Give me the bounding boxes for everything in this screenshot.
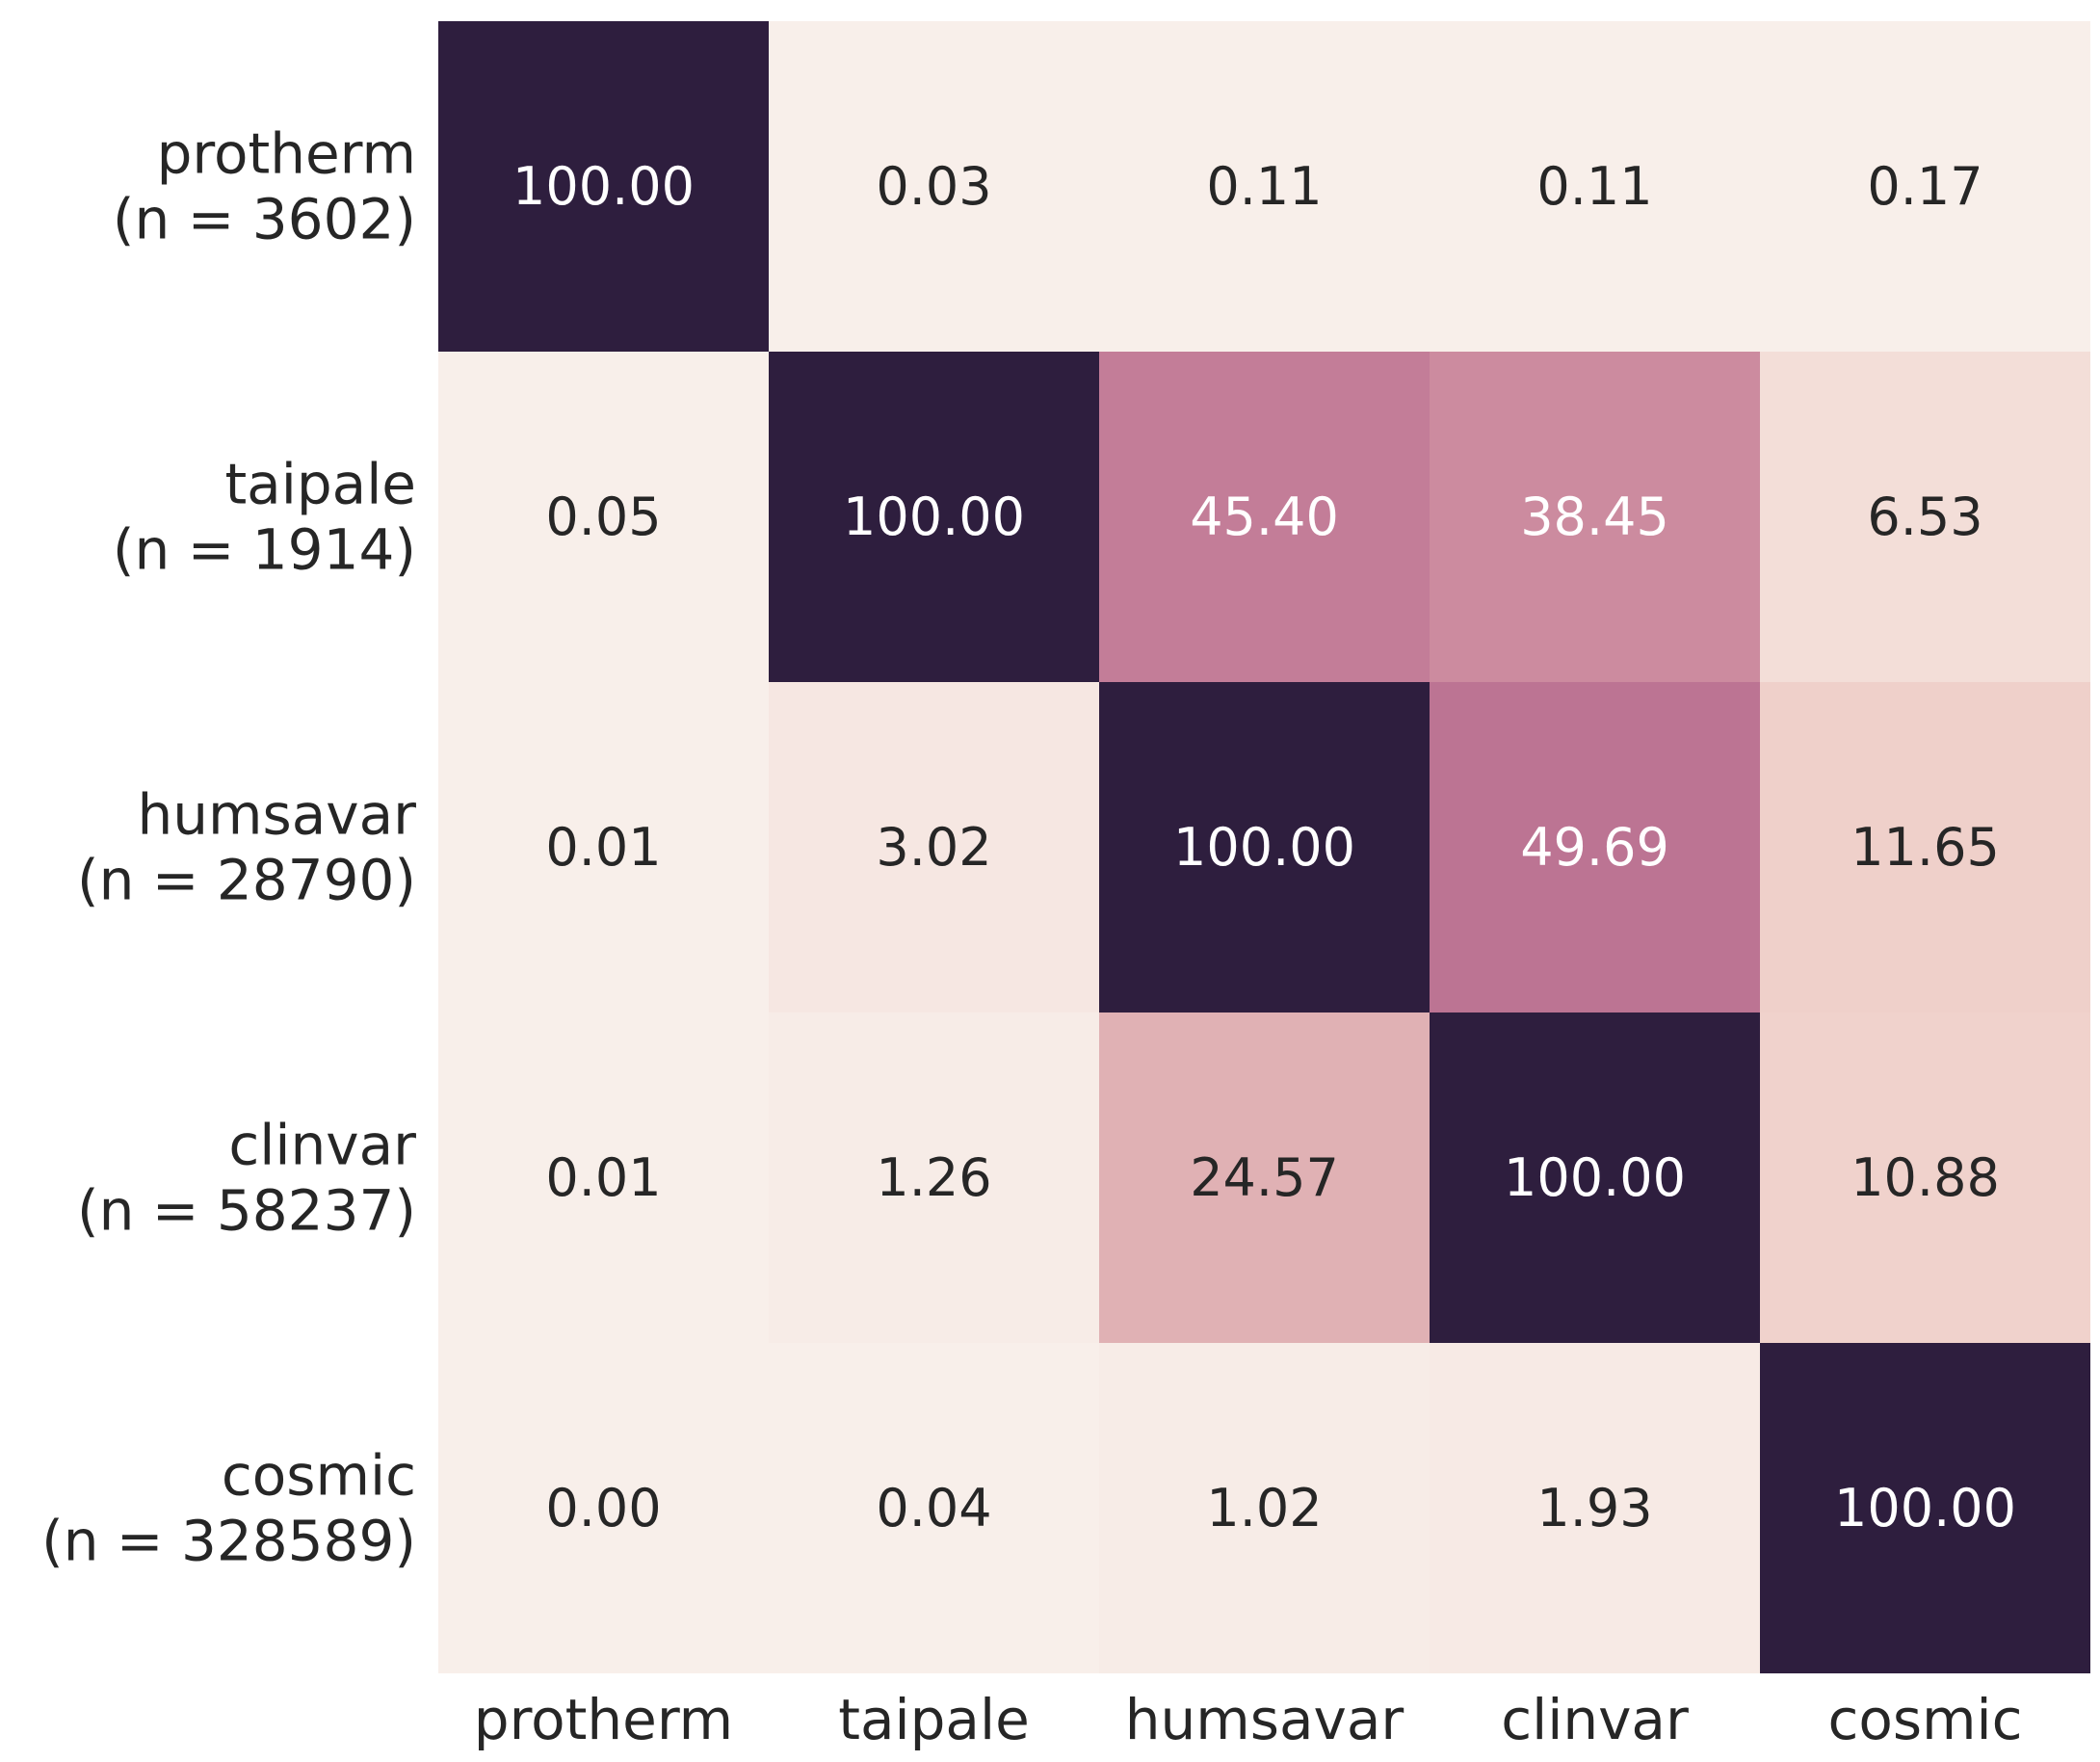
y-tick-label-line: (n = 328589) [41,1509,416,1574]
heatmap-cell-label: 100.00 [1173,817,1355,878]
heatmap-cell-label: 0.11 [1206,156,1322,217]
heatmap-cell-label: 0.04 [876,1478,991,1538]
heatmap-cell-label: 0.05 [545,487,661,547]
heatmap-cell-protherm-protherm [438,21,769,352]
y-tick-label-line: protherm [157,121,416,187]
heatmap-cell-cosmic-taipale [769,1343,1099,1673]
x-tick-label-taipale: taipale [838,1687,1030,1752]
y-tick-label-cosmic: cosmic (n = 328589) [41,1443,416,1574]
heatmap-cell-label: 1.26 [876,1147,991,1208]
x-tick-label-cosmic: cosmic [1827,1687,2022,1752]
y-tick-label-protherm: protherm (n = 3602) [113,121,416,252]
heatmap-cell-clinvar-clinvar [1430,1012,1760,1343]
heatmap-cell-humsavar-cosmic [1760,682,2090,1012]
heatmap-cell-label: 0.11 [1536,156,1652,217]
heatmap-cell-labels: 100.00 0.03 0.11 0.11 0.17 0.05 100.00 45.40 38.… [512,156,2016,1538]
heatmap-cell-label: 1.02 [1206,1478,1322,1538]
heatmap-cell-label: 0.01 [545,1147,661,1208]
heatmap-cell-humsavar-clinvar [1430,682,1760,1012]
heatmap-cell-protherm-humsavar [1099,21,1430,352]
y-tick-label-line: (n = 58237) [77,1178,416,1244]
heatmap-cell-label: 100.00 [1834,1478,2016,1538]
heatmap-cell-label: 0.17 [1867,156,1982,217]
x-tick-label-humsavar: humsavar [1125,1687,1404,1752]
y-tick-label-line: (n = 28790) [77,848,416,913]
x-tick-label-clinvar: clinvar [1501,1687,1689,1752]
heatmap-cell-cosmic-clinvar [1430,1343,1760,1673]
y-tick-label-line: taipale [224,452,416,517]
heatmap-cell-taipale-humsavar [1099,352,1430,682]
y-tick-label-clinvar: clinvar (n = 58237) [77,1113,416,1244]
x-axis-tick-labels: protherm taipale humsavar clinvar cosmic [474,1687,2023,1752]
heatmap-cell-label: 100.00 [512,156,695,217]
heatmap-cell-label: 3.02 [876,817,991,878]
heatmap-cell-humsavar-humsavar [1099,682,1430,1012]
heatmap-cell-taipale-clinvar [1430,352,1760,682]
heatmap-cell-protherm-cosmic [1760,21,2090,352]
y-axis-tick-labels: protherm (n = 3602) taipale (n = 1914) humsa… [41,121,416,1574]
heatmap-cell-label: 49.69 [1520,817,1669,878]
heatmap-cell-label: 1.93 [1536,1478,1652,1538]
x-tick-label-protherm: protherm [474,1687,733,1752]
heatmap-cell-taipale-taipale [769,352,1099,682]
heatmap-cell-cosmic-protherm [438,1343,769,1673]
heatmap-cell-label: 24.57 [1190,1147,1339,1208]
heatmap-cells [438,21,2090,1673]
heatmap-cell-taipale-protherm [438,352,769,682]
y-tick-label-taipale: taipale (n = 1914) [113,452,416,583]
heatmap-cell-clinvar-cosmic [1760,1012,2090,1343]
heatmap-cell-label: 6.53 [1867,487,1982,547]
heatmap-cell-cosmic-humsavar [1099,1343,1430,1673]
heatmap-cell-label: 0.01 [545,817,661,878]
heatmap-cell-label: 100.00 [843,487,1025,547]
heatmap-cell-clinvar-taipale [769,1012,1099,1343]
y-tick-label-humsavar: humsavar (n = 28790) [77,782,416,913]
heatmap-cell-cosmic-cosmic [1760,1343,2090,1673]
heatmap-cell-clinvar-humsavar [1099,1012,1430,1343]
heatmap-cell-label: 0.03 [876,156,991,217]
y-tick-label-line: clinvar [228,1113,416,1178]
heatmap-cell-label: 100.00 [1504,1147,1686,1208]
heatmap-cell-label: 38.45 [1520,487,1669,547]
y-tick-label-line: humsavar [138,782,417,848]
heatmap-cell-protherm-taipale [769,21,1099,352]
heatmap-cell-taipale-cosmic [1760,352,2090,682]
heatmap-cell-humsavar-protherm [438,682,769,1012]
y-tick-label-line: cosmic [222,1443,416,1509]
heatmap-cell-label: 11.65 [1851,817,2000,878]
heatmap-cell-protherm-clinvar [1430,21,1760,352]
heatmap-cell-clinvar-protherm [438,1012,769,1343]
heatmap-cell-label: 0.00 [545,1478,661,1538]
y-tick-label-line: (n = 3602) [113,187,416,252]
y-tick-label-line: (n = 1914) [113,517,416,583]
heatmap-cell-label: 10.88 [1851,1147,2000,1208]
heatmap-cell-label: 45.40 [1190,487,1339,547]
heatmap-cell-humsavar-taipale [769,682,1099,1012]
